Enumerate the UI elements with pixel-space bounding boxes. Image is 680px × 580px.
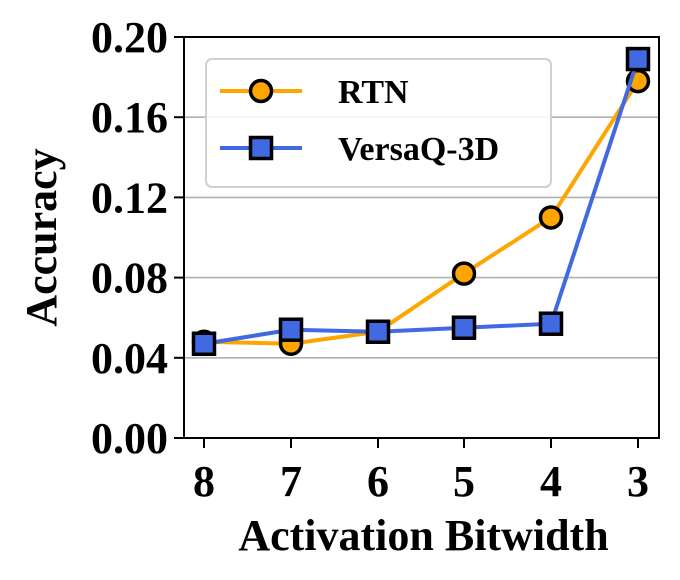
- data-point: [625, 46, 651, 72]
- y-axis-label: Accuracy: [17, 148, 66, 326]
- legend-label: VersaQ-3D: [338, 131, 499, 168]
- axis-ticks: 0.00 0.04 0.08 0.12 0.16 0.20 8 7 6 5 4 3: [91, 13, 649, 506]
- x-tick-label: 3: [627, 457, 649, 506]
- legend-marker: [248, 78, 274, 104]
- data-point: [538, 205, 564, 230]
- x-tick-label: 8: [193, 457, 215, 506]
- y-tick-label: 0.16: [91, 93, 168, 142]
- data-point: [191, 331, 217, 357]
- legend: RTN VersaQ-3D: [205, 58, 552, 188]
- x-tick-label: 6: [367, 457, 389, 506]
- data-point: [538, 311, 564, 336]
- series-line: [203, 80, 640, 346]
- x-tick-label: 4: [540, 457, 562, 506]
- data-point: [278, 317, 304, 342]
- y-tick-label: 0.12: [91, 173, 168, 222]
- data-point: [451, 315, 477, 340]
- y-tick-label: 0.08: [91, 254, 168, 303]
- series-versaq-3d: [191, 46, 651, 357]
- x-tick-label: 7: [280, 457, 302, 506]
- x-tick-label: 5: [453, 457, 475, 506]
- legend-marker: [248, 135, 274, 161]
- data-point: [365, 319, 391, 344]
- y-tick-label: 0.00: [91, 414, 168, 463]
- y-tick-label: 0.04: [91, 334, 168, 383]
- x-axis-label: Activation Bitwidth: [238, 511, 608, 560]
- plot-frame: [183, 36, 660, 439]
- series-layer: [191, 46, 651, 357]
- legend-item: VersaQ-3D: [220, 131, 499, 168]
- data-point: [451, 261, 477, 286]
- y-tick-label: 0.20: [91, 13, 168, 62]
- series-line: [203, 58, 640, 346]
- legend-label: RTN: [338, 74, 409, 111]
- legend-item: RTN: [220, 74, 409, 111]
